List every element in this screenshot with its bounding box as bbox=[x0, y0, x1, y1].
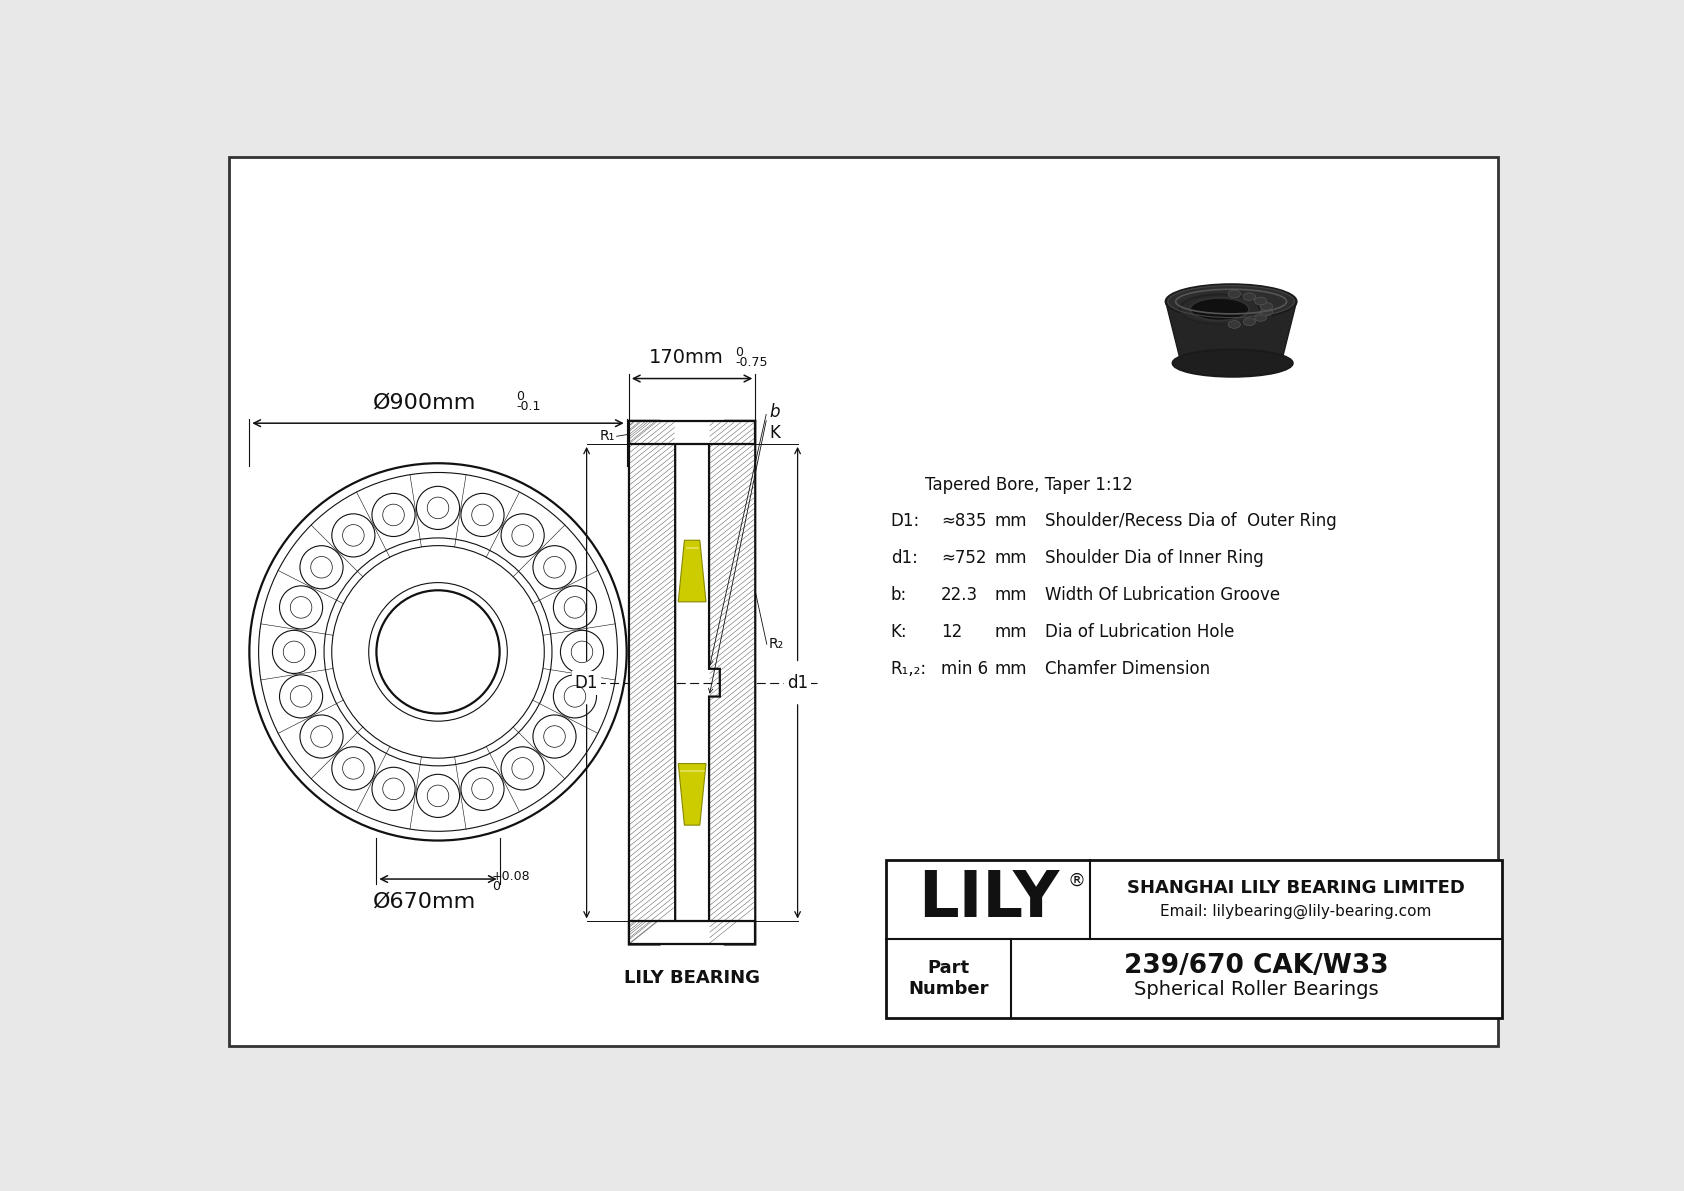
Bar bbox=[886, 860, 1502, 1017]
Text: K: K bbox=[770, 424, 780, 442]
Text: min 6: min 6 bbox=[941, 660, 989, 678]
Text: Dia of Lubrication Hole: Dia of Lubrication Hole bbox=[1044, 623, 1234, 641]
Circle shape bbox=[532, 715, 576, 759]
Text: mm: mm bbox=[995, 512, 1027, 530]
Text: b: b bbox=[770, 403, 780, 420]
Ellipse shape bbox=[1255, 298, 1266, 305]
Ellipse shape bbox=[1179, 294, 1260, 324]
Circle shape bbox=[372, 767, 414, 810]
Circle shape bbox=[273, 630, 315, 673]
Bar bbox=[628, 922, 754, 944]
Polygon shape bbox=[679, 541, 706, 601]
Ellipse shape bbox=[1255, 313, 1266, 322]
Text: R₂: R₂ bbox=[770, 637, 785, 651]
Text: d1: d1 bbox=[786, 674, 808, 692]
Text: D1: D1 bbox=[574, 674, 598, 692]
Text: Ø900mm: Ø900mm bbox=[372, 392, 477, 412]
Text: 12: 12 bbox=[941, 623, 962, 641]
Circle shape bbox=[461, 493, 504, 536]
Circle shape bbox=[554, 586, 596, 629]
Circle shape bbox=[300, 715, 344, 759]
Ellipse shape bbox=[1191, 298, 1250, 320]
Text: LILY: LILY bbox=[918, 868, 1059, 930]
Circle shape bbox=[280, 675, 323, 718]
Polygon shape bbox=[1165, 301, 1297, 363]
Circle shape bbox=[502, 513, 544, 557]
Circle shape bbox=[502, 747, 544, 790]
Text: SHANGHAI LILY BEARING LIMITED: SHANGHAI LILY BEARING LIMITED bbox=[1127, 879, 1465, 897]
Text: D1:: D1: bbox=[891, 512, 919, 530]
Polygon shape bbox=[628, 420, 675, 944]
Circle shape bbox=[532, 545, 576, 588]
Polygon shape bbox=[679, 763, 706, 825]
Ellipse shape bbox=[1243, 318, 1256, 325]
Circle shape bbox=[280, 586, 323, 629]
Text: d1:: d1: bbox=[891, 549, 918, 567]
Circle shape bbox=[461, 767, 504, 810]
Text: +0.08: +0.08 bbox=[492, 869, 530, 883]
Ellipse shape bbox=[1260, 308, 1273, 316]
Text: ®: ® bbox=[1068, 872, 1086, 890]
Text: 0: 0 bbox=[736, 345, 743, 358]
Text: K:: K: bbox=[891, 623, 908, 641]
Ellipse shape bbox=[1165, 285, 1297, 319]
Text: R₁,₂:: R₁,₂: bbox=[891, 660, 926, 678]
Text: Ø670mm: Ø670mm bbox=[372, 891, 477, 911]
Ellipse shape bbox=[1260, 303, 1273, 310]
Circle shape bbox=[300, 545, 344, 588]
Bar bbox=[628, 420, 754, 444]
Text: mm: mm bbox=[995, 623, 1027, 641]
Circle shape bbox=[554, 675, 596, 718]
Text: b:: b: bbox=[891, 586, 908, 604]
Text: 22.3: 22.3 bbox=[941, 586, 978, 604]
Text: mm: mm bbox=[995, 549, 1027, 567]
Ellipse shape bbox=[1243, 293, 1256, 300]
Text: ≈835: ≈835 bbox=[941, 512, 987, 530]
Text: 0: 0 bbox=[492, 880, 500, 893]
Text: 0: 0 bbox=[517, 391, 524, 404]
Ellipse shape bbox=[1172, 350, 1293, 376]
Text: Shoulder Dia of Inner Ring: Shoulder Dia of Inner Ring bbox=[1044, 549, 1263, 567]
Text: ≈752: ≈752 bbox=[941, 549, 987, 567]
Text: mm: mm bbox=[995, 586, 1027, 604]
Circle shape bbox=[416, 486, 460, 530]
Text: LILY BEARING: LILY BEARING bbox=[625, 969, 759, 987]
Ellipse shape bbox=[1191, 298, 1250, 320]
Text: Spherical Roller Bearings: Spherical Roller Bearings bbox=[1135, 980, 1379, 999]
Text: Part
Number: Part Number bbox=[908, 959, 989, 998]
Circle shape bbox=[332, 747, 376, 790]
Text: Width Of Lubrication Groove: Width Of Lubrication Groove bbox=[1044, 586, 1280, 604]
Text: 170mm: 170mm bbox=[648, 348, 724, 367]
Circle shape bbox=[416, 774, 460, 817]
Text: Email: lilybearing@lily-bearing.com: Email: lilybearing@lily-bearing.com bbox=[1160, 904, 1431, 919]
Text: Tapered Bore, Taper 1:12: Tapered Bore, Taper 1:12 bbox=[926, 476, 1133, 494]
Text: -0.75: -0.75 bbox=[736, 356, 768, 368]
Text: Shoulder/Recess Dia of  Outer Ring: Shoulder/Recess Dia of Outer Ring bbox=[1044, 512, 1337, 530]
Polygon shape bbox=[709, 420, 754, 944]
Text: -0.1: -0.1 bbox=[517, 400, 541, 413]
Ellipse shape bbox=[1228, 320, 1241, 329]
Text: 239/670 CAK/W33: 239/670 CAK/W33 bbox=[1125, 953, 1389, 979]
Ellipse shape bbox=[1228, 291, 1241, 298]
Text: Chamfer Dimension: Chamfer Dimension bbox=[1044, 660, 1209, 678]
Text: R₁: R₁ bbox=[600, 429, 615, 443]
Circle shape bbox=[561, 630, 603, 673]
Circle shape bbox=[372, 493, 414, 536]
Text: mm: mm bbox=[995, 660, 1027, 678]
Circle shape bbox=[332, 513, 376, 557]
